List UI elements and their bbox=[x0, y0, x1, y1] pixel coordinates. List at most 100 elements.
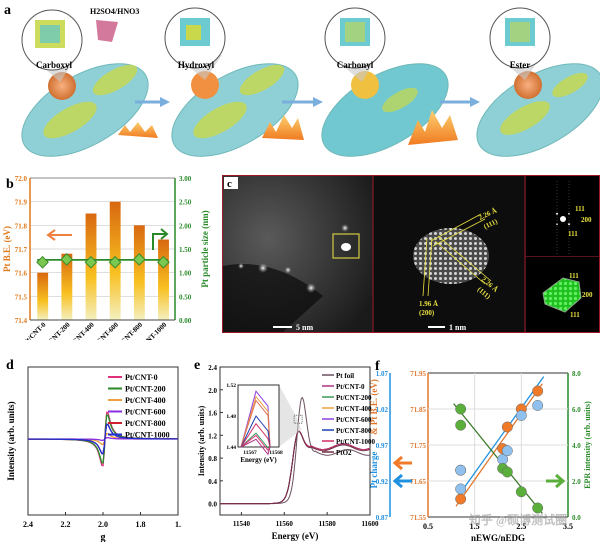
model-label: 111 bbox=[569, 272, 579, 280]
stage-label-1: Carboxyl bbox=[36, 60, 72, 70]
bar-Pt/CNT-0 bbox=[37, 272, 49, 320]
flame-icon bbox=[408, 110, 458, 145]
y2-tick-label: 3.00 bbox=[179, 175, 192, 183]
panel-d-chart: d 2.4 2.2 2.0 1.8 1. g Intensity (arb. units) P… bbox=[6, 358, 181, 542]
y2-axis-label: Pt particle size (nm) bbox=[200, 210, 210, 287]
y2-tick-label: 2.50 bbox=[179, 199, 192, 207]
stage-4 bbox=[476, 7, 600, 157]
lattice-plane-label: (200) bbox=[419, 309, 435, 317]
y-tick-epr: 6.0 bbox=[572, 406, 581, 414]
panel-label-a: a bbox=[4, 3, 11, 18]
x-tick-label: 1. bbox=[175, 520, 181, 529]
y-tick-be: 71.95 bbox=[410, 370, 426, 378]
panel-b-chart: b 71.4 0.00 71.5 0.50 71.6 1.00 71.7 1.50 71.8 2.… bbox=[2, 175, 210, 340]
y-tick-label: 1.6 bbox=[208, 410, 217, 418]
x-axis-label: nEWG/nEDG bbox=[471, 533, 525, 542]
arrow-left-icon bbox=[46, 229, 72, 241]
x-axis-label: Energy (eV) bbox=[272, 531, 319, 541]
y-tick-be: 71.75 bbox=[410, 442, 426, 450]
pt-cluster-model bbox=[542, 277, 582, 313]
stage-label-2: Hydroxyl bbox=[178, 60, 215, 70]
stage-label-3: Carbonyl bbox=[337, 60, 374, 70]
fft-label: 111 bbox=[568, 230, 578, 238]
legend-label: Pt/CNT-600 bbox=[336, 416, 372, 424]
legend-label: Pt/CNT-0 bbox=[125, 373, 158, 382]
legend-label: Pt/CNT-0 bbox=[336, 383, 365, 391]
x-tick-label: 1.5 bbox=[470, 522, 480, 531]
arrow-left-charge-icon bbox=[392, 473, 412, 489]
y-axis-label-epr: EPR intensity (arb. units) bbox=[583, 401, 592, 489]
legend-label: Pt/CNT-400 bbox=[336, 405, 372, 413]
panel-a-illustration: a Carboxyl H2SO4/HNO3 Hydroxyl bbox=[4, 3, 600, 157]
beaker-icon bbox=[96, 20, 118, 42]
x-tick-label: 11560 bbox=[276, 520, 294, 528]
bar-Pt/CNT-200 bbox=[61, 253, 73, 320]
lattice-spacing-label: 1.96 Å bbox=[419, 300, 438, 308]
y-tick-label: 0.8 bbox=[208, 455, 217, 463]
x-tick-label: 2.5 bbox=[516, 522, 526, 531]
legend-label: Pt/CNT-1000 bbox=[336, 438, 376, 446]
size-marker bbox=[84, 255, 98, 269]
x-tick-label: 2.0 bbox=[98, 520, 108, 529]
model-label: 111 bbox=[570, 311, 580, 319]
y-tick-label: 72.0 bbox=[15, 175, 28, 183]
stage-label-4: Ester bbox=[510, 60, 531, 70]
x-tick-label: 3.5 bbox=[563, 522, 573, 531]
x-tick-label: 0.5 bbox=[423, 522, 433, 531]
fft-label: 200 bbox=[581, 216, 592, 224]
fit-line-charge bbox=[455, 376, 545, 500]
fft-pattern bbox=[526, 176, 599, 256]
y-tick-label: 71.6 bbox=[15, 270, 28, 278]
y-tick-charge: 1.02 bbox=[376, 406, 389, 414]
point-EPRintensity bbox=[455, 419, 467, 431]
fft-label: 111 bbox=[575, 205, 585, 213]
x-tick-label: Pt/CNT-800 bbox=[113, 320, 144, 340]
y-axis-label: Pt B.E. (eV) bbox=[2, 226, 12, 272]
point-Ptcharge bbox=[501, 445, 513, 457]
size-marker bbox=[60, 253, 74, 266]
y-tick-label: 2.0 bbox=[208, 387, 217, 395]
x-tick-label: 2.4 bbox=[23, 520, 33, 529]
x-tick-label: 11540 bbox=[233, 520, 251, 528]
inset-peak-curve bbox=[240, 422, 271, 448]
y-axis-label-charge: Pt charge bbox=[369, 452, 379, 489]
stage-3 bbox=[321, 7, 449, 157]
size-marker bbox=[132, 253, 146, 266]
point-EPRintensity bbox=[455, 403, 467, 415]
model-label: 200 bbox=[582, 291, 593, 299]
panel-a: a Carboxyl H2SO4/HNO3 Hydroxyl bbox=[0, 0, 600, 165]
flame-icon bbox=[118, 122, 158, 138]
y-tick-epr: 0.0 bbox=[572, 514, 581, 522]
y2-tick-label: 0.50 bbox=[179, 293, 192, 301]
y-tick-label: 0.0 bbox=[208, 501, 217, 509]
legend-label: Pt/CNT-800 bbox=[336, 427, 372, 435]
inset-x-tick: 11568 bbox=[269, 450, 283, 456]
x-tick-label: 11600 bbox=[361, 520, 379, 528]
y-axis-label: Intensity (arb. units) bbox=[6, 401, 16, 480]
arrow-right-epr-icon bbox=[546, 473, 566, 489]
size-marker bbox=[157, 255, 170, 269]
panel-f-chart: f 71.55 0.87 0.0 71.65 0.92 2.0 71.75 0.97 4.0 71.… bbox=[369, 359, 592, 542]
y-tick-be: 71.85 bbox=[410, 406, 426, 414]
panel-label-f: f bbox=[375, 359, 380, 374]
legend-label: PtO2 bbox=[336, 449, 352, 457]
point-EPRintensity bbox=[515, 486, 527, 498]
point-Ptcharge bbox=[515, 410, 527, 421]
y-tick-epr: 8.0 bbox=[572, 370, 581, 378]
x-tick-label: Pt/CNT-400 bbox=[65, 320, 96, 340]
y-tick-label: 0.4 bbox=[208, 478, 217, 486]
xanes-curve-PtO2 bbox=[220, 430, 371, 505]
point-Ptcharge bbox=[455, 464, 467, 476]
bar-Pt/CNT-1000 bbox=[158, 239, 169, 320]
y-tick-epr: 2.0 bbox=[572, 478, 581, 486]
y-tick-label: 71.9 bbox=[15, 199, 28, 207]
y-tick-label: 2.4 bbox=[208, 364, 217, 372]
scale-bar-label: 1 nm bbox=[449, 323, 466, 332]
legend-label: Pt/CNT-800 bbox=[125, 419, 166, 428]
y-tick-label: 71.4 bbox=[15, 317, 28, 325]
y-tick-charge: 0.87 bbox=[376, 514, 389, 522]
legend-label: Pt foil bbox=[336, 372, 354, 380]
point-PtBE bbox=[532, 385, 544, 397]
point-Ptcharge bbox=[455, 483, 467, 495]
panel-label-c: c bbox=[227, 178, 232, 190]
